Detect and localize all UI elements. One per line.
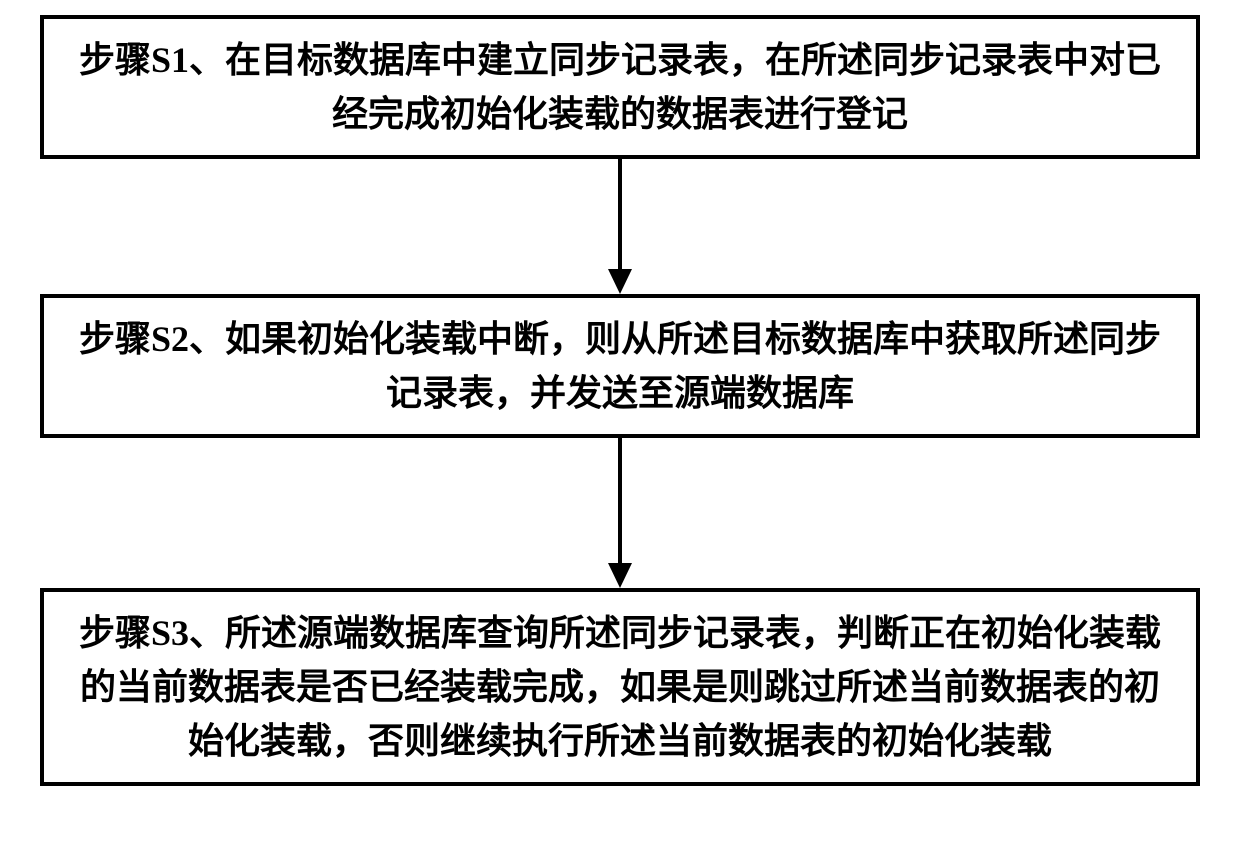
arrow-s2-s3	[40, 438, 1200, 588]
step-text-s2: 步骤S2、如果初始化装载中断，则从所述目标数据库中获取所述同步记录表，并发送至源…	[79, 319, 1161, 413]
arrow-s1-s2	[40, 159, 1200, 294]
step-text-s1: 步骤S1、在目标数据库中建立同步记录表，在所述同步记录表中对已经完成初始化装载的…	[79, 40, 1161, 134]
flowchart-container: 步骤S1、在目标数据库中建立同步记录表，在所述同步记录表中对已经完成初始化装载的…	[40, 15, 1200, 786]
step-box-s2: 步骤S2、如果初始化装载中断，则从所述目标数据库中获取所述同步记录表，并发送至源…	[40, 294, 1200, 438]
arrow-down-icon	[600, 159, 640, 294]
step-box-s1: 步骤S1、在目标数据库中建立同步记录表，在所述同步记录表中对已经完成初始化装载的…	[40, 15, 1200, 159]
arrow-down-icon	[600, 438, 640, 588]
step-text-s3: 步骤S3、所述源端数据库查询所述同步记录表，判断正在初始化装载的当前数据表是否已…	[79, 613, 1161, 761]
step-box-s3: 步骤S3、所述源端数据库查询所述同步记录表，判断正在初始化装载的当前数据表是否已…	[40, 588, 1200, 786]
